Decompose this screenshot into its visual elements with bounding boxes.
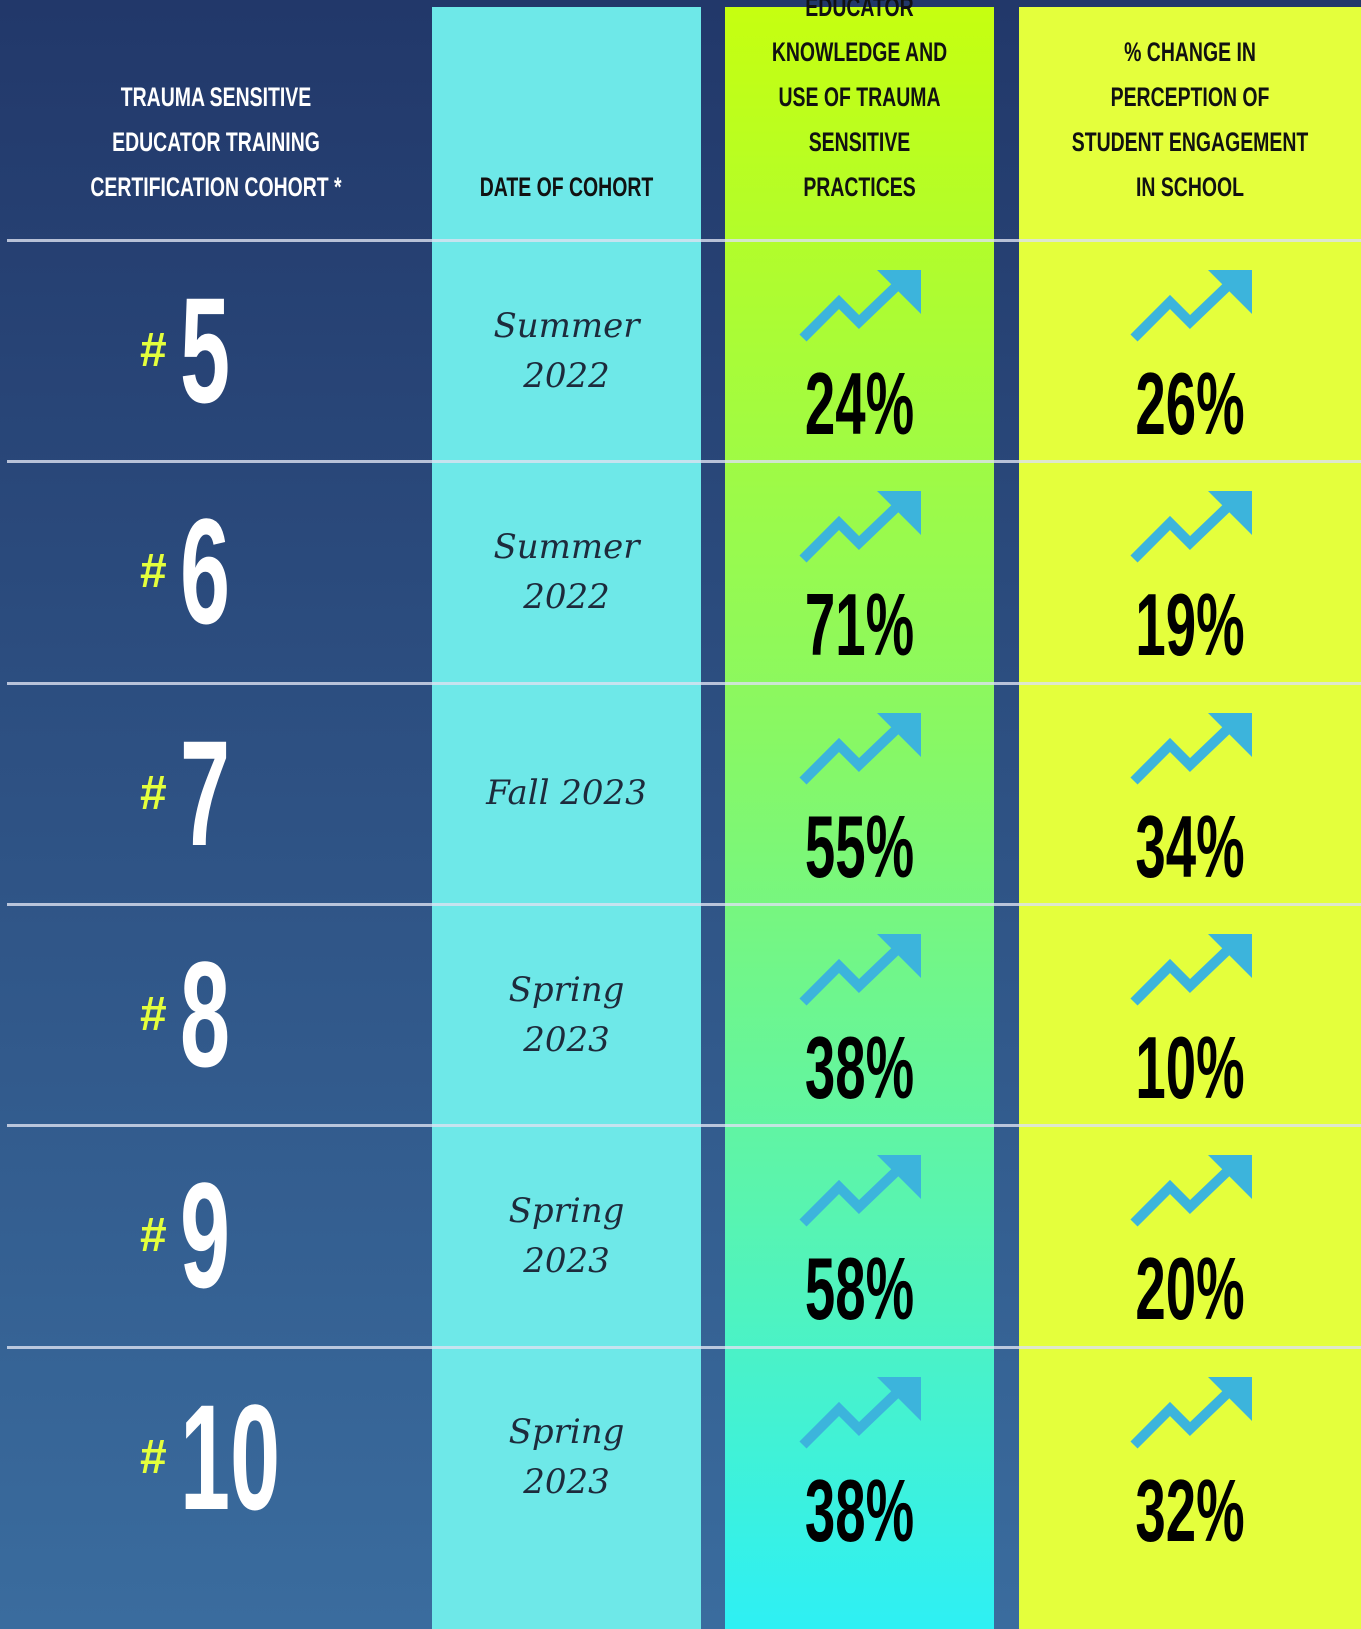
trend-arrow bbox=[1130, 711, 1254, 792]
knowledge-value: 38% bbox=[804, 1460, 915, 1560]
engagement-value: 20% bbox=[1135, 1239, 1245, 1339]
knowledge-cell: 24% bbox=[725, 240, 994, 461]
cohort-symbol: # bbox=[140, 1430, 167, 1484]
date-cell: Spring 2023 bbox=[432, 904, 701, 1125]
trend-arrow bbox=[799, 1153, 923, 1234]
date-cell: Summer 2022 bbox=[432, 240, 701, 461]
knowledge-cell: 38% bbox=[725, 904, 994, 1125]
engagement-value: 19% bbox=[1135, 575, 1245, 675]
knowledge-cell: 58% bbox=[725, 1125, 994, 1346]
knowledge-cell: 71% bbox=[725, 461, 994, 682]
cohort-number: 10 bbox=[180, 1372, 281, 1541]
date-text: Fall 2023 bbox=[486, 773, 647, 814]
engagement-value: 34% bbox=[1135, 796, 1245, 896]
engagement-value: 10% bbox=[1135, 1017, 1245, 1117]
cohort-cell: #9 bbox=[0, 1125, 432, 1346]
engagement-cell: 26% bbox=[1019, 240, 1361, 461]
date-cell: Spring 2023 bbox=[432, 1125, 701, 1346]
knowledge-value: 58% bbox=[804, 1239, 915, 1339]
cohort-number: 8 bbox=[180, 930, 231, 1099]
engagement-cell: 20% bbox=[1019, 1125, 1361, 1346]
knowledge-value: 24% bbox=[804, 354, 915, 453]
header-text: % CHANGE IN PERCEPTION OF STUDENT ENGAGE… bbox=[1071, 37, 1309, 202]
date-column bbox=[432, 7, 701, 1629]
cohort-symbol: # bbox=[140, 988, 167, 1042]
row-divider bbox=[7, 460, 1361, 464]
row-divider bbox=[7, 681, 1361, 685]
knowledge-cell: 38% bbox=[725, 1347, 994, 1568]
date-text: Summer 2022 bbox=[493, 526, 640, 617]
cohort-symbol: # bbox=[140, 324, 167, 378]
engagement-cell: 32% bbox=[1019, 1347, 1361, 1568]
knowledge-value: 38% bbox=[804, 1017, 915, 1117]
trend-arrow bbox=[1130, 268, 1254, 349]
trend-arrow bbox=[799, 1375, 923, 1456]
knowledge-column bbox=[725, 7, 994, 1629]
header-cell: DATE OF COHORT bbox=[432, 0, 701, 240]
engagement-value: 32% bbox=[1135, 1460, 1245, 1560]
engagement-column bbox=[1019, 7, 1361, 1629]
cohort-cell: #5 bbox=[0, 240, 432, 461]
row-divider bbox=[7, 239, 1361, 242]
cohort-number: 9 bbox=[180, 1151, 231, 1320]
cohort-cell: #10 bbox=[0, 1347, 432, 1568]
date-cell: Fall 2023 bbox=[432, 683, 701, 904]
date-cell: Spring 2023 bbox=[432, 1347, 701, 1568]
date-text: Spring 2023 bbox=[508, 969, 625, 1060]
date-text: Spring 2023 bbox=[508, 1190, 625, 1281]
cohort-number: 5 bbox=[180, 266, 231, 435]
engagement-value: 26% bbox=[1135, 354, 1245, 453]
cohort-symbol: # bbox=[140, 545, 167, 599]
row-divider bbox=[7, 902, 1361, 906]
date-text: Spring 2023 bbox=[508, 1412, 625, 1503]
date-cell: Summer 2022 bbox=[432, 461, 701, 682]
cohort-number: 7 bbox=[180, 708, 231, 877]
cohort-cell: #7 bbox=[0, 683, 432, 904]
date-text: Summer 2022 bbox=[493, 305, 640, 396]
header-cell: % CHANGE IN EDUCATOR KNOWLEDGE AND USE O… bbox=[725, 0, 994, 240]
cohort-symbol: # bbox=[140, 1209, 167, 1263]
cohort-number: 6 bbox=[180, 487, 231, 656]
header-cell: TRAUMA SENSITIVE EDUCATOR TRAINING CERTI… bbox=[30, 0, 402, 240]
cohort-cell: #8 bbox=[0, 904, 432, 1125]
knowledge-cell: 55% bbox=[725, 683, 994, 904]
trend-arrow bbox=[799, 711, 923, 792]
header-text: DATE OF COHORT bbox=[479, 172, 654, 202]
cohort-cell: #6 bbox=[0, 461, 432, 682]
trend-arrow bbox=[799, 489, 923, 570]
trend-arrow bbox=[1130, 1375, 1254, 1456]
trend-arrow bbox=[799, 268, 923, 349]
row-divider bbox=[7, 1124, 1361, 1128]
row-divider bbox=[7, 1345, 1361, 1349]
knowledge-value: 55% bbox=[804, 796, 915, 896]
header-text: TRAUMA SENSITIVE EDUCATOR TRAINING CERTI… bbox=[90, 82, 342, 202]
header-text: % CHANGE IN EDUCATOR KNOWLEDGE AND USE O… bbox=[771, 0, 948, 202]
knowledge-value: 71% bbox=[804, 575, 915, 675]
trend-arrow bbox=[1130, 489, 1254, 570]
cohort-symbol: # bbox=[140, 766, 167, 820]
engagement-cell: 34% bbox=[1019, 683, 1361, 904]
trend-arrow bbox=[1130, 932, 1254, 1013]
trend-arrow bbox=[799, 932, 923, 1013]
trend-arrow bbox=[1130, 1153, 1254, 1234]
header-cell: % CHANGE IN PERCEPTION OF STUDENT ENGAGE… bbox=[1019, 0, 1361, 240]
engagement-cell: 19% bbox=[1019, 461, 1361, 682]
engagement-cell: 10% bbox=[1019, 904, 1361, 1125]
